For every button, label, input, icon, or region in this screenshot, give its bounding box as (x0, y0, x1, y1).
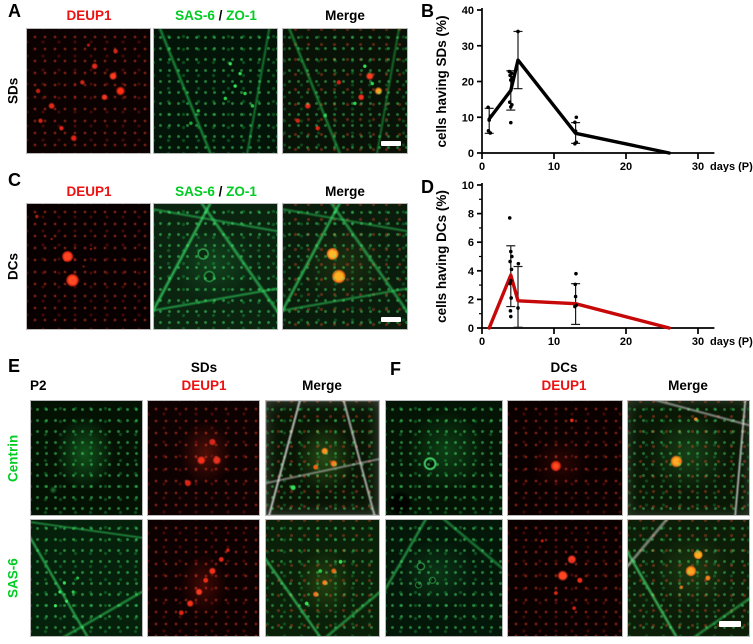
scale-bar (381, 141, 401, 146)
chart-cells-having-sds: 0 10 20 30 days (P) 0 10 20 30 40 cells having SDs… (432, 0, 753, 173)
micrograph-f-sas6-deup1 (507, 519, 623, 637)
panel-e-header-merge: Merge (302, 378, 342, 393)
panel-b-letter: B (421, 1, 434, 21)
svg-text:4: 4 (468, 266, 475, 278)
slash-separator: / (218, 184, 223, 199)
svg-text:0: 0 (479, 336, 485, 348)
svg-text:10: 10 (462, 112, 474, 124)
panel-a-header-sas6-zo1: SAS-6 / ZO-1 (175, 8, 257, 24)
micrograph-sds-sas6-zo1 (153, 28, 278, 154)
svg-text:30: 30 (692, 161, 704, 172)
svg-text:10: 10 (462, 180, 474, 192)
micrograph-f-centrin-merge (627, 400, 750, 516)
svg-text:20: 20 (462, 77, 474, 89)
panel-e-corner-label-p2: P2 (30, 378, 47, 393)
panel-c-letter: C (8, 170, 21, 190)
micrograph-e-sas6-p2 (30, 519, 143, 637)
svg-text:days (P): days (P) (710, 336, 753, 348)
panel-e-row-label-sas6: SAS-6 (5, 558, 21, 598)
micrograph-e-centrin-p2 (30, 400, 143, 516)
micrograph-e-centrin-merge (265, 400, 380, 516)
sas6-label: SAS-6 (175, 8, 215, 23)
micrograph-dcs-merge (282, 203, 408, 330)
svg-text:cells having DCs (%): cells having DCs (%) (434, 190, 449, 323)
svg-text:2: 2 (468, 294, 474, 306)
line-chart-svg-B: 0 10 20 30 days (P) 0 10 20 30 40 cells having SDs… (434, 5, 753, 173)
micrograph-dcs-sas6-zo1 (153, 203, 278, 330)
micrograph-f-sas6-merge (627, 519, 750, 637)
panel-c-row-label-dcs: DCs (5, 253, 21, 281)
micrograph-e-sas6-deup1 (147, 519, 260, 637)
panel-e-header-deup1: DEUP1 (181, 378, 227, 393)
sas6-label: SAS-6 (175, 184, 215, 199)
panel-c-header-merge: Merge (325, 184, 365, 199)
svg-text:6: 6 (468, 237, 474, 249)
micrograph-f-sas6 (385, 519, 503, 637)
zo1-label: ZO-1 (226, 184, 257, 199)
panel-a-row-label-sds: SDs (5, 77, 21, 105)
panel-e-group-label-sds: SDs (190, 360, 218, 375)
micrograph-f-centrin-deup1 (507, 400, 623, 516)
panel-e-letter: E (8, 356, 21, 376)
micrograph-dcs-deup1 (26, 203, 151, 330)
svg-text:20: 20 (620, 336, 632, 348)
panel-a-header-deup1: DEUP1 (66, 8, 112, 23)
panel-a-letter: A (8, 1, 21, 21)
svg-text:30: 30 (462, 41, 474, 53)
slash-separator: / (218, 8, 223, 23)
line-chart-svg-D: 0 10 20 30 days (P) 0 2 4 6 8 10 cells having DCs (… (434, 180, 753, 348)
svg-text:30: 30 (692, 336, 704, 348)
svg-text:0: 0 (468, 323, 474, 335)
panel-f-group-label-dcs: DCs (550, 360, 578, 375)
micrograph-sds-deup1 (26, 28, 151, 154)
micrograph-e-sas6-merge (265, 519, 380, 637)
scale-bar (381, 317, 401, 322)
svg-text:cells having SDs (%): cells having SDs (%) (434, 15, 449, 147)
svg-text:20: 20 (620, 161, 632, 172)
zo1-label: ZO-1 (226, 8, 257, 23)
panel-f-header-merge: Merge (668, 378, 708, 393)
panel-f-header-deup1: DEUP1 (541, 378, 587, 393)
panel-f-letter: F (390, 359, 401, 379)
svg-text:0: 0 (468, 148, 474, 160)
svg-text:10: 10 (548, 161, 560, 172)
panel-e-row-label-centrin: Centrin (5, 434, 21, 482)
panel-c-header-deup1: DEUP1 (66, 184, 112, 199)
scale-bar (719, 621, 741, 627)
panel-a-header-merge: Merge (325, 8, 365, 23)
panel-c-header-sas6-zo1: SAS-6 / ZO-1 (175, 184, 257, 200)
chart-cells-having-dcs: 0 10 20 30 days (P) 0 2 4 6 8 10 cells having DCs (… (432, 178, 753, 350)
panel-d-letter: D (421, 177, 434, 197)
svg-text:10: 10 (548, 336, 560, 348)
micrograph-f-centrin (385, 400, 503, 516)
svg-text:40: 40 (462, 5, 474, 17)
svg-text:0: 0 (479, 161, 485, 172)
micrograph-sds-merge (282, 28, 408, 154)
svg-text:8: 8 (468, 209, 474, 221)
micrograph-e-centrin-deup1 (147, 400, 260, 516)
svg-text:days (P): days (P) (710, 161, 753, 172)
